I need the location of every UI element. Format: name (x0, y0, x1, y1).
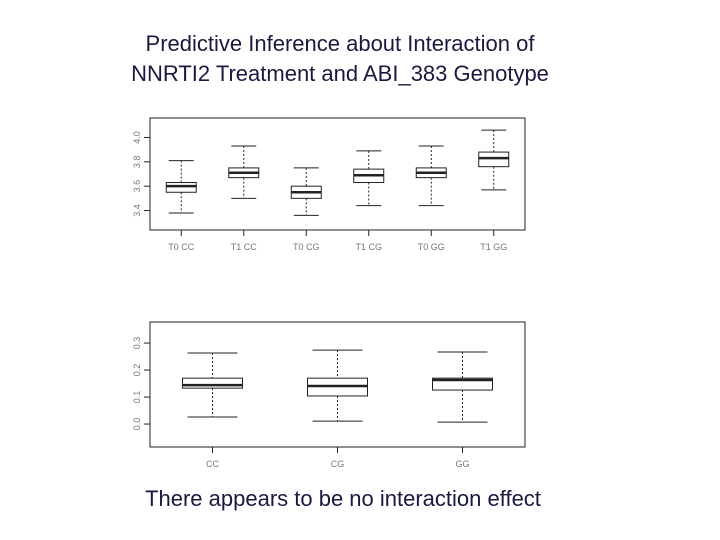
title-line: NNRTI2 Treatment and ABI_383 Genotype (131, 61, 549, 86)
x-tick-label: T1 CC (231, 242, 258, 252)
box (432, 377, 493, 391)
x-tick-label: CC (206, 459, 219, 469)
x-tick-label: CG (331, 459, 345, 469)
x-tick-label: T1 GG (480, 242, 507, 252)
plot-frame (149, 117, 526, 231)
y-tick-label: 4.0 (132, 131, 142, 144)
title-line: Predictive Inference about Interaction o… (146, 31, 536, 56)
y-tick-label: 3.6 (132, 180, 142, 193)
x-tick-label: GG (455, 459, 469, 469)
y-tick-label: 0.0 (132, 418, 142, 431)
y-tick-label: 3.4 (132, 204, 142, 217)
x-tick-label: T0 CG (293, 242, 320, 252)
y-tick-label: 3.8 (132, 156, 142, 169)
caption: There appears to be no interaction effec… (145, 486, 541, 511)
x-tick-label: T1 CG (355, 242, 382, 252)
y-tick-label: 0.3 (132, 337, 142, 350)
x-tick-label: T0 GG (418, 242, 445, 252)
y-tick-label: 0.1 (132, 391, 142, 404)
y-tick-label: 0.2 (132, 364, 142, 377)
box (182, 377, 243, 389)
x-tick-label: T0 CC (168, 242, 195, 252)
